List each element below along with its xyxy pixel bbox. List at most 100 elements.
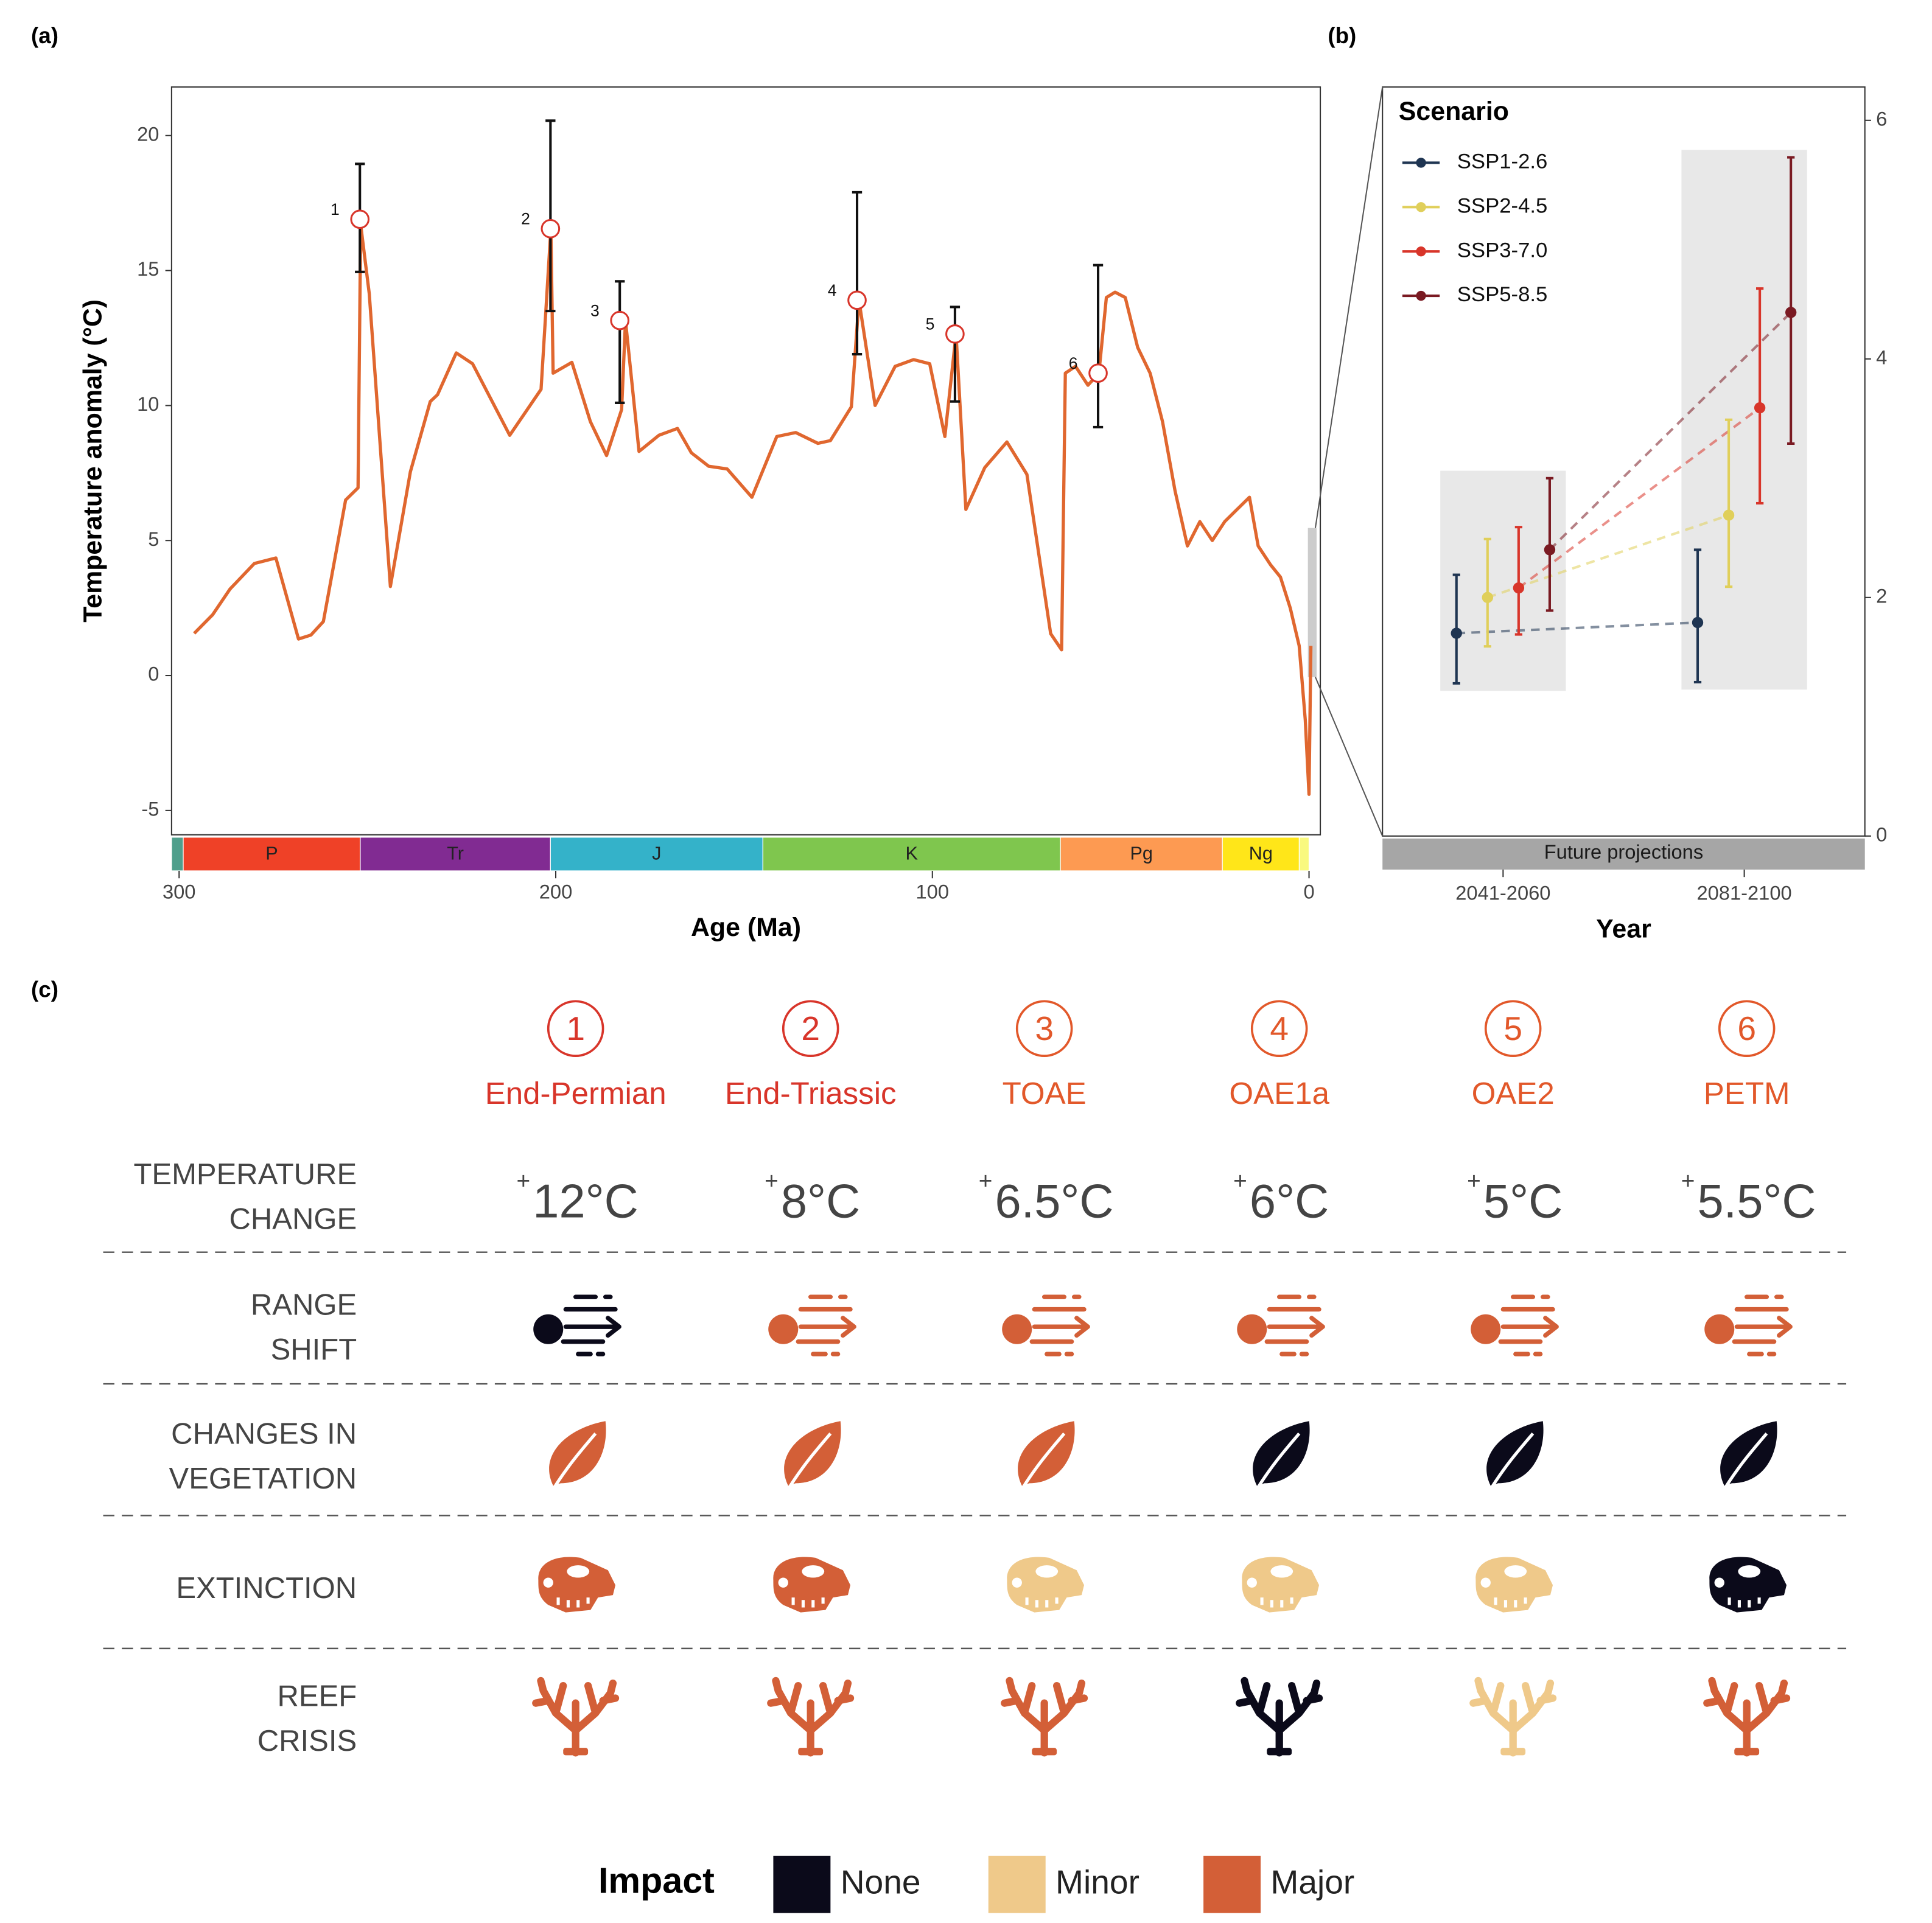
zoom-connector [1314, 677, 1384, 837]
legend-key [1416, 246, 1426, 257]
point [1482, 592, 1494, 603]
row-label: CHANGE [229, 1203, 357, 1236]
period-bar [183, 837, 361, 871]
icon-part [768, 1314, 799, 1344]
impact-icon [1002, 1294, 1090, 1356]
impact-icon [1471, 1294, 1559, 1356]
y-tick-label: -5 [141, 797, 159, 820]
icon-part [1247, 1577, 1257, 1588]
event-label: 4 [828, 281, 837, 299]
icon-part [561, 1294, 621, 1356]
period-bar [1060, 837, 1223, 871]
impact-icon [538, 1557, 616, 1613]
period-label: P [265, 843, 278, 864]
icon-part [784, 1433, 832, 1495]
legend-label: None [841, 1863, 921, 1900]
point [1544, 544, 1556, 556]
event-label: 5 [926, 315, 935, 333]
event-label: 3 [590, 301, 600, 319]
y-tick-label: 20 [137, 122, 159, 145]
event-number: 6 [1737, 1010, 1756, 1047]
period-bar [550, 837, 763, 871]
event-point [541, 218, 561, 239]
impact-icon [1242, 1557, 1320, 1613]
event-name: OAE1a [1229, 1076, 1329, 1111]
y-tick-label: 6 [1876, 107, 1887, 130]
event-number: 2 [801, 1010, 820, 1047]
icon-part [1494, 1597, 1527, 1608]
icon-part [1264, 1294, 1325, 1356]
row-label: SHIFT [271, 1333, 357, 1366]
temperature-value: 8°C [781, 1176, 860, 1228]
temperature-sign: + [1233, 1168, 1247, 1195]
event-point [945, 324, 965, 344]
strip [1382, 838, 1865, 870]
y-tick-label: 0 [1876, 823, 1887, 845]
impact-icon [1469, 1677, 1557, 1757]
impact-icon [768, 1294, 856, 1356]
icon-part [543, 1577, 553, 1588]
icon-part [791, 1597, 825, 1608]
icon-part [1253, 1433, 1301, 1495]
legend-key [1416, 202, 1426, 212]
icon-part [567, 1565, 590, 1578]
legend-title: Scenario [1399, 97, 1509, 126]
legend-key [1416, 158, 1426, 168]
row-label: EXTINCTION [176, 1572, 357, 1605]
temperature-sign: + [1467, 1168, 1481, 1195]
event-number: 4 [1270, 1010, 1289, 1047]
plot-frame [170, 86, 1321, 836]
legend-key [1416, 290, 1426, 301]
impact-icon [784, 1421, 841, 1495]
x-tick-label: 0 [1303, 880, 1314, 902]
legend-swatch [988, 1855, 1046, 1913]
period-bar [762, 837, 1061, 871]
x-axis-title: Age (Ma) [691, 913, 801, 942]
strip-label: Future projections [1544, 840, 1703, 863]
icon-part [1260, 1597, 1293, 1608]
temperature-value: 6.5°C [995, 1176, 1114, 1228]
impact-icon [532, 1677, 620, 1757]
point [1754, 402, 1766, 414]
temperature-sign: + [1681, 1168, 1695, 1195]
legend-swatch [773, 1855, 831, 1913]
impact-icon [1001, 1677, 1088, 1757]
icon-part [1469, 1677, 1557, 1757]
point [1692, 616, 1704, 629]
impact-icon [773, 1557, 851, 1613]
legend-swatch [1203, 1855, 1261, 1913]
period-label: J [652, 843, 661, 864]
event-badge [1484, 1000, 1542, 1057]
icon-part [798, 1748, 824, 1756]
temperature-value: 6°C [1250, 1176, 1329, 1228]
icon-part [1720, 1433, 1768, 1495]
icon-part [1504, 1565, 1527, 1578]
icon-part [533, 1314, 564, 1344]
x-tick-label: 100 [916, 880, 950, 902]
legend-label: SSP3-7.0 [1457, 239, 1548, 262]
event-label: 6 [1069, 354, 1078, 372]
period-label: K [906, 843, 919, 864]
impact-icon [533, 1294, 621, 1356]
point [1513, 582, 1525, 594]
icon-part [1498, 1294, 1559, 1356]
icon-part [1002, 1314, 1032, 1344]
row-label: RANGE [251, 1288, 357, 1321]
icon-part [1270, 1565, 1293, 1578]
x-axis-title: Year [1596, 914, 1651, 943]
event-label: 1 [331, 200, 340, 218]
row-label: REEF [277, 1680, 357, 1712]
temperature-line [193, 223, 1313, 796]
x-tick-label: 200 [539, 880, 573, 902]
y-tick-label: 10 [137, 393, 159, 415]
series-connector [1517, 407, 1761, 589]
impact-icon [1237, 1294, 1325, 1356]
icon-part [1236, 1677, 1323, 1757]
temperature-sign: + [517, 1168, 531, 1195]
zoom-region [1307, 528, 1317, 677]
event-name: End-Permian [485, 1076, 667, 1111]
icon-part [778, 1577, 788, 1588]
event-name: OAE2 [1472, 1076, 1555, 1111]
